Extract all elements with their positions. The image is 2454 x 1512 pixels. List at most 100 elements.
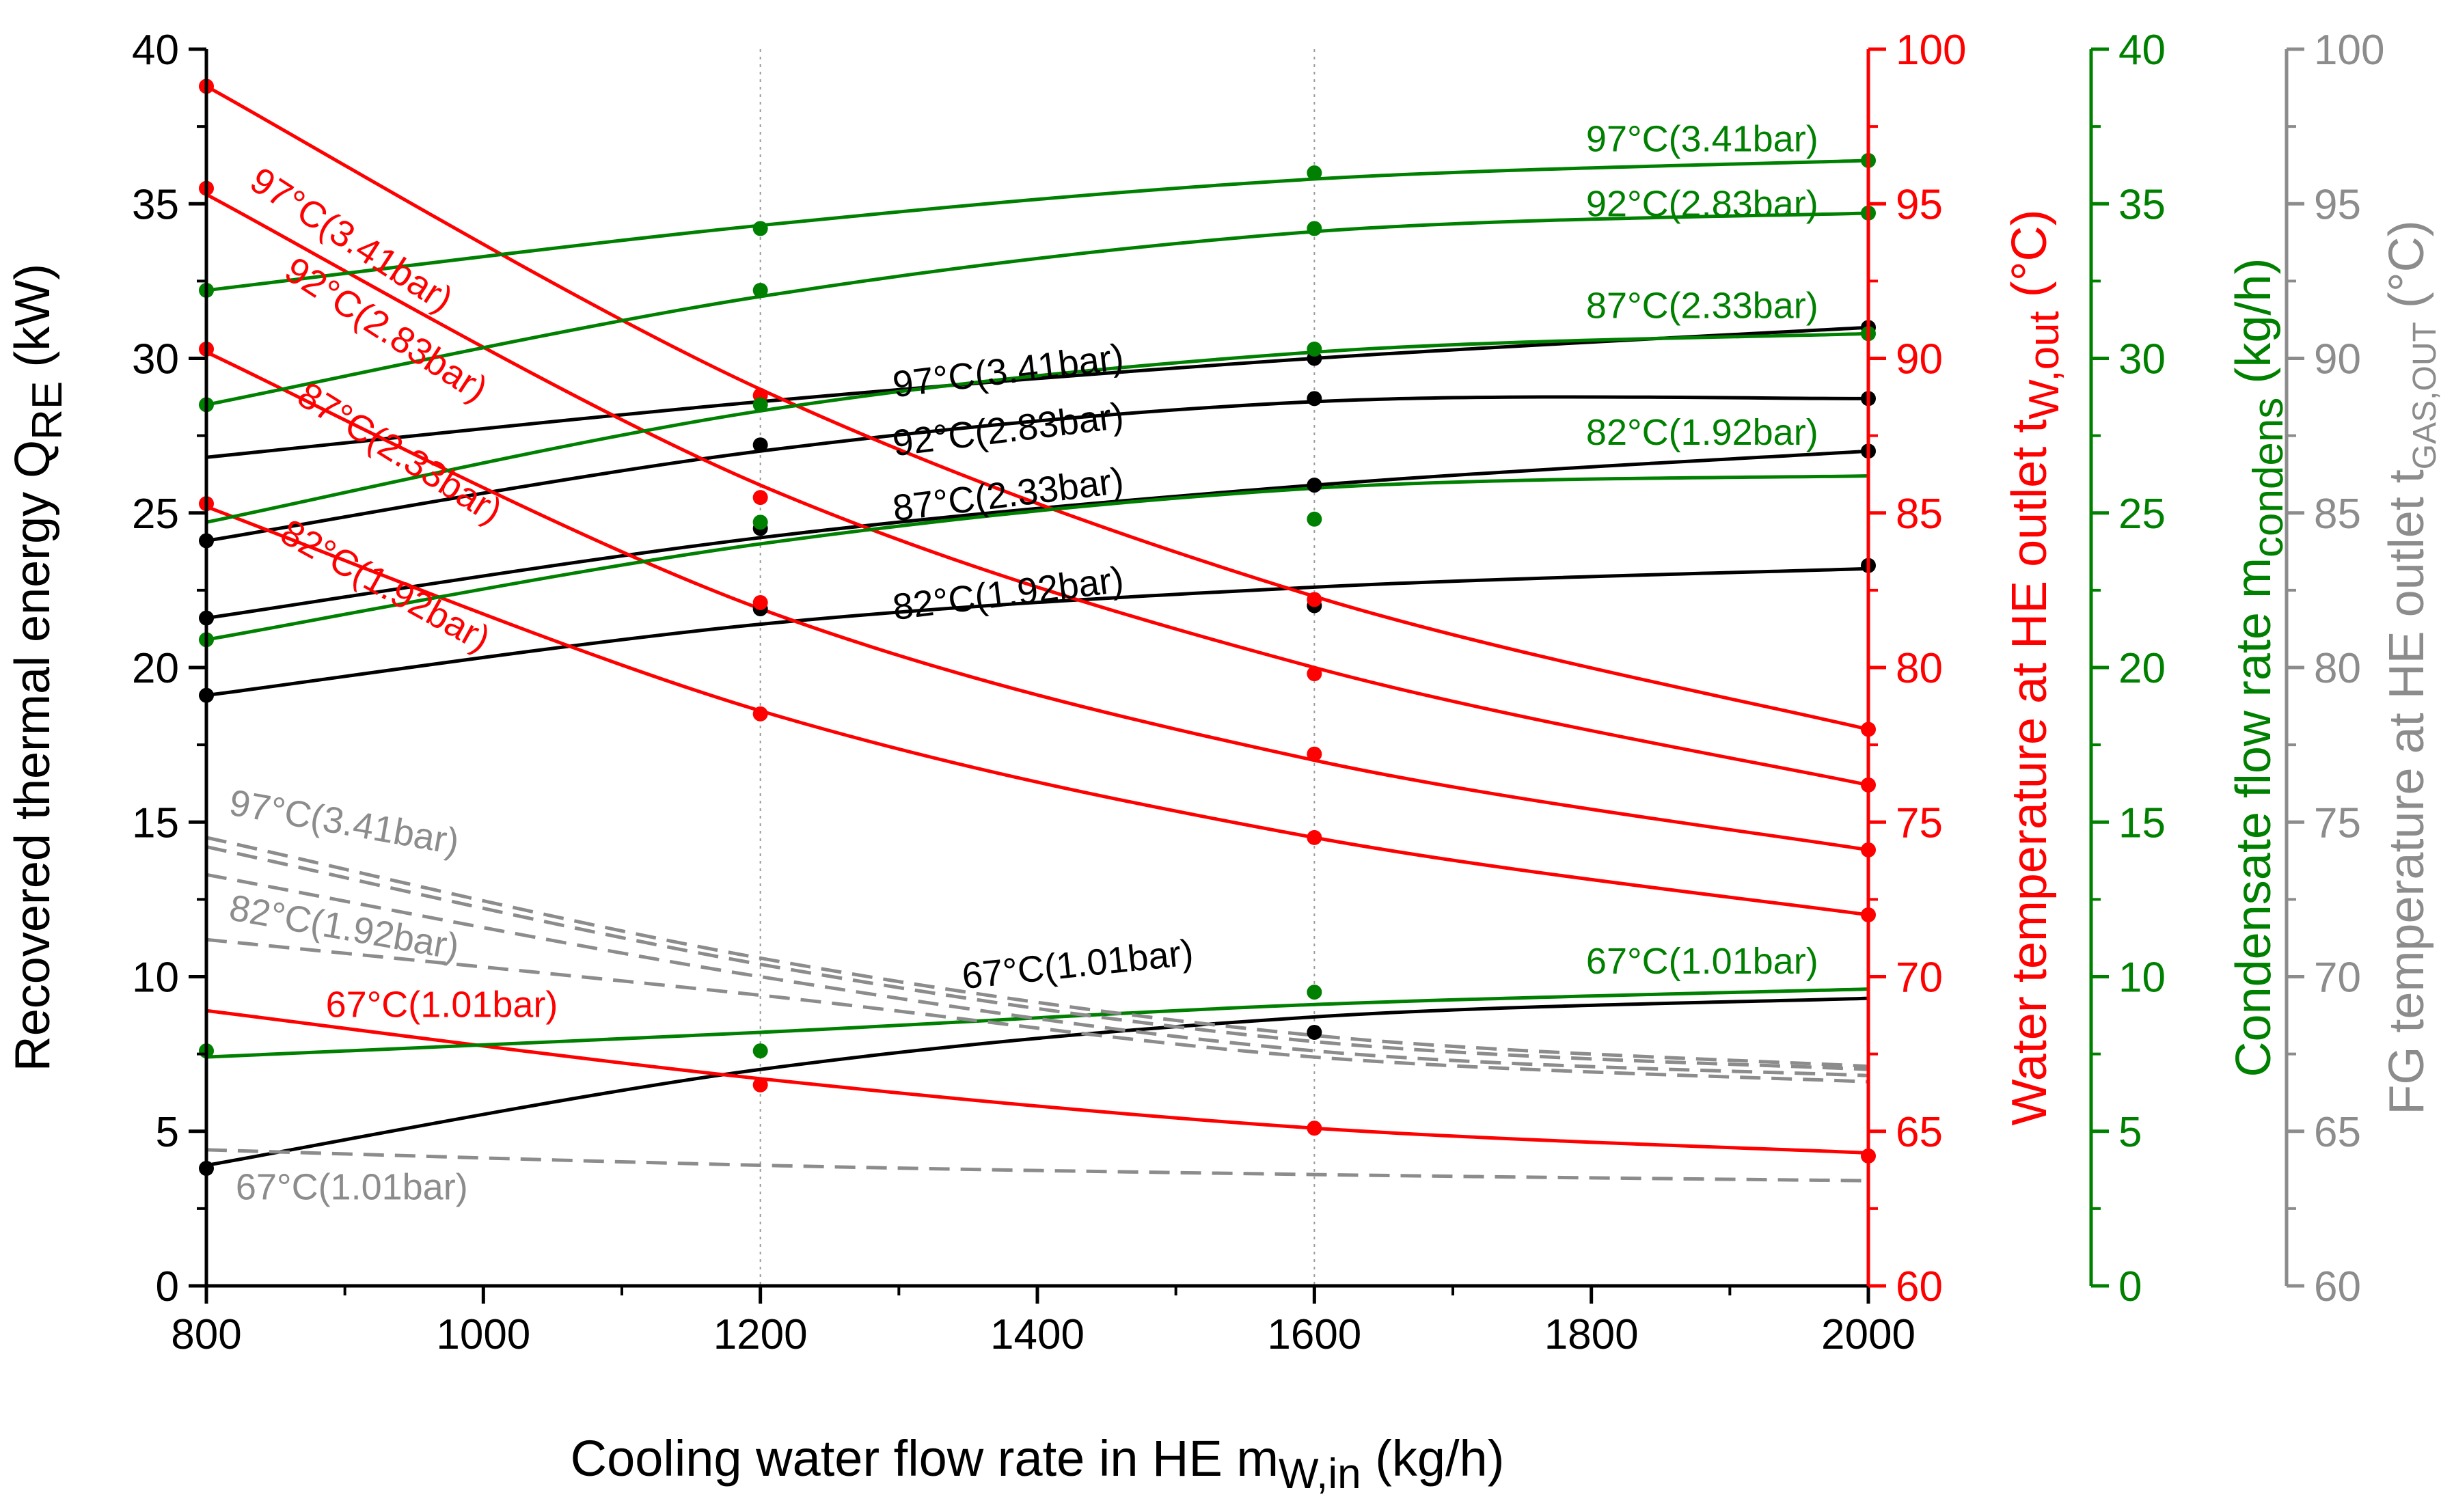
y-tick-label-m-10: 10	[2118, 954, 2166, 1002]
data-point-m-13-1	[752, 514, 768, 530]
series-line-m-12	[206, 331, 1869, 524]
y-tick-label-tg-85: 85	[2314, 491, 2361, 538]
series-line-tg-19	[206, 1148, 1869, 1183]
y-tick-label-tg-95: 95	[2314, 181, 2361, 228]
y-tick-label-tw-95: 95	[1896, 181, 1943, 228]
y-tick-label-q-15: 15	[132, 799, 179, 847]
x-tick-label-1000: 1000	[436, 1311, 530, 1358]
data-point-q-4-2	[1307, 1024, 1322, 1040]
series-line-m-14	[206, 987, 1869, 1059]
data-point-m-10-2	[1307, 165, 1322, 180]
y-tick-label-tg-75: 75	[2314, 799, 2361, 847]
y-tick-label-q-25: 25	[132, 491, 179, 538]
y-tick-label-tg-90: 90	[2314, 336, 2361, 383]
y-axis-title-sub-tw: W,out	[2021, 311, 2068, 420]
data-point-tw-8-2	[1307, 829, 1322, 845]
data-point-m-14-2	[1307, 985, 1322, 1000]
series-line-tg-17	[206, 872, 1869, 1077]
y-tick-label-tw-75: 75	[1896, 799, 1943, 847]
data-point-q-1-2	[1307, 391, 1322, 407]
y-tick-label-q-10: 10	[132, 954, 179, 1002]
y-tick-label-tw-90: 90	[1896, 336, 1943, 383]
data-point-m-11-2	[1307, 221, 1322, 236]
y-axis-title-main-m: Condensate flow rate m	[2226, 558, 2281, 1077]
y-tick-label-tw-65: 65	[1896, 1109, 1943, 1156]
series-line-tw-6	[205, 193, 1869, 787]
y-tick-label-tw-80: 80	[1896, 645, 1943, 692]
series-line-m-10	[206, 159, 1869, 292]
data-point-q-2-2	[1307, 478, 1322, 493]
y-tick-label-tg-60: 60	[2314, 1263, 2361, 1310]
y-tick-label-m-20: 20	[2118, 645, 2166, 692]
x-axis-title-sub: W,in	[1279, 1451, 1361, 1498]
data-point-m-14-1	[752, 1043, 768, 1059]
y-tick-label-tg-65: 65	[2314, 1109, 2361, 1156]
annotation-label-11: 92°C(2.83bar)	[1586, 183, 1818, 224]
x-axis-title-unit: (kg/h)	[1361, 1430, 1505, 1487]
y-tick-label-tg-80: 80	[2314, 645, 2361, 692]
series-line-m-11	[206, 211, 1869, 407]
x-tick-label-1600: 1600	[1267, 1311, 1361, 1358]
data-point-tw-9-1	[752, 1077, 768, 1092]
series-line-q-2	[206, 449, 1869, 620]
data-point-m-12-2	[1307, 341, 1322, 357]
y-tick-label-m-5: 5	[2118, 1109, 2142, 1156]
y-tick-label-q-40: 40	[132, 27, 179, 74]
series-curves	[205, 85, 1869, 1183]
y-tick-label-q-5: 5	[156, 1109, 179, 1156]
y-tick-label-tw-70: 70	[1896, 954, 1943, 1002]
data-point-m-13-2	[1307, 511, 1322, 527]
x-tick-label-1200: 1200	[713, 1311, 808, 1358]
y-tick-label-q-0: 0	[156, 1263, 179, 1310]
y-axis-title-m: Condensate flow rate mcondens (kg/h)	[2226, 258, 2292, 1077]
data-point-tw-8-1	[752, 706, 768, 721]
y-axis-title-sub-m: condens	[2245, 398, 2292, 558]
series-line-tw-9	[206, 1008, 1869, 1155]
y-tick-label-m-15: 15	[2118, 799, 2166, 847]
data-point-q-1-1	[752, 437, 768, 453]
y-axis-title-unit-tg: (°C)	[2380, 220, 2434, 322]
series-line-tg-18	[206, 937, 1869, 1084]
y-tick-label-tg-100: 100	[2314, 27, 2384, 74]
y-tick-label-tw-100: 100	[1896, 27, 1966, 74]
annotation-label-4: 67°C(1.01bar)	[326, 984, 558, 1025]
y-tick-label-tg-70: 70	[2314, 954, 2361, 1002]
annotation-label-17: 67°C(1.01bar)	[236, 1166, 468, 1207]
annotation-label-13: 82°C(1.92bar)	[1586, 412, 1818, 453]
annotation-label-14: 67°C(1.01bar)	[1586, 941, 1818, 982]
y-tick-label-m-30: 30	[2118, 336, 2166, 383]
data-point-tw-9-2	[1307, 1121, 1322, 1136]
y-axis-title-unit-m: (kg/h)	[2226, 258, 2281, 398]
data-point-tw-6-2	[1307, 666, 1322, 682]
y-axis-title-unit-q: (kW)	[5, 264, 60, 381]
data-point-tw-6-1	[752, 490, 768, 506]
annotation-label-12: 87°C(2.33bar)	[1586, 286, 1818, 327]
series-line-q-4	[206, 996, 1869, 1167]
y-axis-title-tw: Water temperature at HE outlet tW,out (°…	[2002, 209, 2068, 1125]
x-tick-label-2000: 2000	[1821, 1311, 1916, 1358]
series-line-q-3	[206, 566, 1869, 698]
y-axis-title-sub-q: RE	[24, 381, 71, 440]
y-tick-label-q-30: 30	[132, 336, 179, 383]
x-tick-label-1400: 1400	[990, 1311, 1085, 1358]
data-point-m-10-1	[752, 221, 768, 236]
y-tick-label-q-35: 35	[132, 181, 179, 228]
x-tick-label-800: 800	[171, 1311, 241, 1358]
y-axis-title-main-tg: FG temperature at HE outlet t	[2380, 469, 2434, 1114]
x-axis-title: Cooling water flow rate in HE mW,in (kg/…	[571, 1430, 1505, 1498]
data-point-tw-7-2	[1307, 746, 1322, 762]
data-point-tw-5-2	[1307, 592, 1322, 607]
data-point-m-11-1	[752, 282, 768, 298]
x-tick-label-1800: 1800	[1544, 1311, 1639, 1358]
series-line-q-1	[206, 395, 1869, 542]
data-point-tw-7-1	[752, 594, 768, 610]
series-line-m-13	[206, 473, 1869, 642]
y-axis-title-main-q: Recovered thermal energy Q	[5, 440, 60, 1071]
data-point-m-12-1	[752, 397, 768, 413]
y-axis-title-main-tw: Water temperature at HE outlet t	[2002, 420, 2057, 1126]
y-axis-title-sub-tg: GAS,OUT	[2407, 322, 2443, 469]
y-tick-label-m-40: 40	[2118, 27, 2166, 74]
y-axis-title-q: Recovered thermal energy QRE (kW)	[5, 264, 71, 1072]
